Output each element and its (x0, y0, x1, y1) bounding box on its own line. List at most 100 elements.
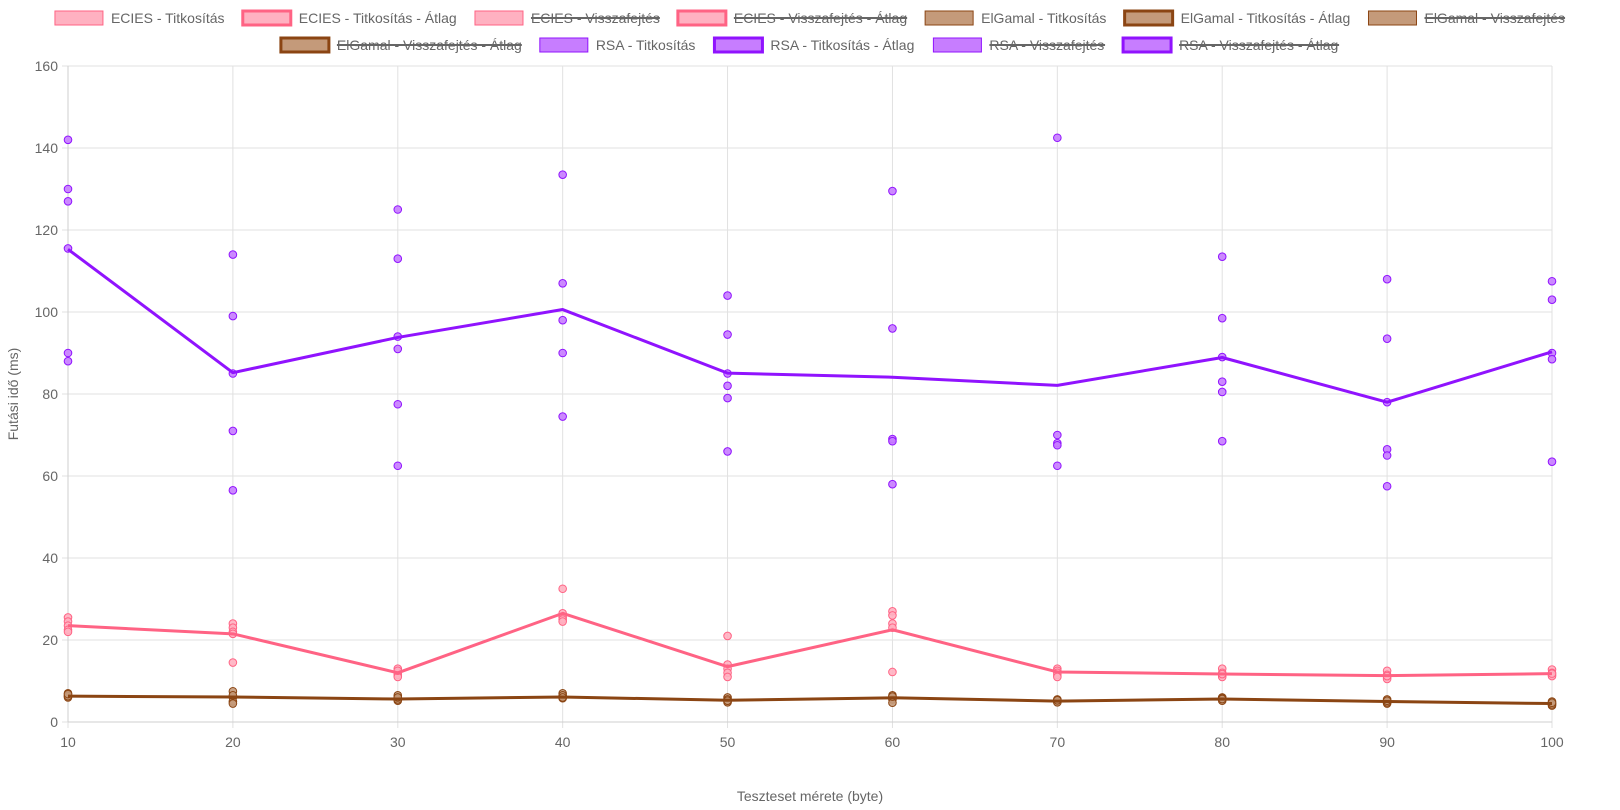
data-point (1217, 436, 1227, 446)
data-point (723, 672, 732, 682)
data-point (1382, 334, 1392, 343)
data-point (393, 254, 403, 264)
data-point (1547, 295, 1557, 305)
legend-swatch (924, 10, 974, 26)
y-tick-label: 140 (35, 140, 59, 156)
legend-item-rsa-visszafejtes-atlag[interactable]: RSA - Visszafejtés - Átlag (1121, 36, 1340, 54)
data-point (1217, 387, 1227, 397)
data-point (63, 197, 73, 206)
x-tick-label: 20 (225, 734, 241, 750)
series-layer (63, 133, 1557, 710)
data-point (558, 348, 567, 358)
data-point (558, 315, 567, 325)
series-ecies-titkositas-atlag (67, 611, 1553, 678)
average-line (67, 611, 1553, 678)
data-point (888, 479, 897, 489)
legend-label: RSA - Titkosítás (596, 37, 696, 53)
legend-swatch (676, 9, 728, 27)
data-point (228, 426, 238, 436)
data-point (723, 291, 732, 300)
data-point (558, 279, 567, 288)
x-tick-label: 90 (1379, 734, 1395, 750)
data-point (1547, 276, 1557, 286)
legend-item-elgamal-titkositas[interactable]: ElGamal - Titkosítás (924, 10, 1106, 26)
data-point (723, 330, 732, 339)
legend-item-elgamal-titkositas-atlag[interactable]: ElGamal - Titkosítás - Átlag (1123, 9, 1351, 27)
data-point (888, 667, 897, 677)
data-point (558, 170, 567, 179)
data-point (1547, 457, 1557, 466)
y-tick-label: 0 (50, 714, 58, 730)
data-point (1382, 274, 1392, 284)
data-point (1053, 461, 1062, 471)
x-tick-label: 50 (720, 734, 736, 750)
legend-label: RSA - Titkosítás - Átlag (770, 37, 914, 53)
series-rsa-titkositas (63, 133, 1557, 495)
y-tick-label: 40 (42, 550, 58, 566)
data-point (1053, 672, 1062, 682)
data-point (1053, 430, 1062, 440)
y-tick-label: 100 (35, 304, 59, 320)
y-tick-label: 160 (35, 58, 59, 74)
data-point (1053, 440, 1062, 450)
legend-swatch (932, 37, 982, 53)
data-point (558, 617, 567, 626)
data-point (888, 436, 897, 446)
data-point (63, 627, 73, 637)
series-elgamal-titkositas-atlag (67, 694, 1553, 706)
x-axis-title: Teszteset mérete (byte) (737, 788, 883, 804)
legend-swatch (474, 10, 524, 26)
x-tick-label: 40 (555, 734, 571, 750)
data-point (63, 356, 73, 366)
legend-swatch (1367, 10, 1417, 26)
data-point (888, 611, 897, 620)
legend-item-elgamal-visszafejtes-atlag[interactable]: ElGamal - Visszafejtés - Átlag (279, 36, 522, 54)
data-point (558, 412, 567, 421)
legend-item-rsa-titkositas[interactable]: RSA - Titkosítás (539, 37, 696, 53)
data-point (63, 184, 73, 194)
legend-item-rsa-titkositas-atlag[interactable]: RSA - Titkosítás - Átlag (712, 36, 914, 54)
data-point (228, 699, 238, 708)
data-point (558, 584, 567, 594)
legend-label: ElGamal - Titkosítás - Átlag (1181, 10, 1351, 26)
y-tick-label: 60 (42, 468, 58, 484)
legend-item-ecies-titkositas[interactable]: ECIES - Titkosítás (54, 10, 225, 26)
legend-swatch (279, 36, 331, 54)
legend-item-ecies-visszafejtes-atlag[interactable]: ECIES - Visszafejtés - Átlag (676, 9, 908, 27)
y-tick-label: 120 (35, 222, 59, 238)
legend-item-rsa-visszafejtes[interactable]: RSA - Visszafejtés (932, 37, 1106, 53)
data-point (723, 447, 732, 456)
average-line (67, 694, 1553, 706)
legend-label: ElGamal - Titkosítás (981, 10, 1106, 26)
x-tick-label: 10 (60, 734, 76, 750)
legend-swatch (1123, 9, 1175, 27)
legend-swatch (712, 36, 764, 54)
data-point (228, 486, 238, 495)
data-point (723, 393, 732, 403)
data-point (393, 205, 403, 214)
grid-layer (62, 65, 1553, 728)
data-point (228, 250, 238, 259)
y-tick-label: 80 (42, 386, 58, 402)
x-tick-label: 80 (1214, 734, 1230, 750)
y-tick-label: 20 (42, 632, 58, 648)
data-point (393, 344, 403, 354)
legend-swatch (54, 10, 104, 26)
data-point (393, 461, 403, 471)
data-point (1217, 313, 1227, 323)
x-tick-label: 100 (1540, 734, 1564, 750)
data-point (1217, 252, 1227, 261)
legend-item-ecies-visszafejtes[interactable]: ECIES - Visszafejtés (474, 10, 660, 26)
legend-item-ecies-titkositas-atlag[interactable]: ECIES - Titkosítás - Átlag (241, 9, 457, 27)
data-point (1382, 481, 1392, 491)
x-tick-label: 70 (1050, 734, 1066, 750)
data-point (888, 324, 897, 333)
legend-swatch (241, 9, 293, 27)
data-point (63, 135, 73, 145)
x-tick-label: 60 (885, 734, 901, 750)
data-point (1547, 354, 1557, 364)
legend-item-elgamal-visszafejtes[interactable]: ElGamal - Visszafejtés (1367, 10, 1565, 26)
legend-swatch (539, 37, 589, 53)
